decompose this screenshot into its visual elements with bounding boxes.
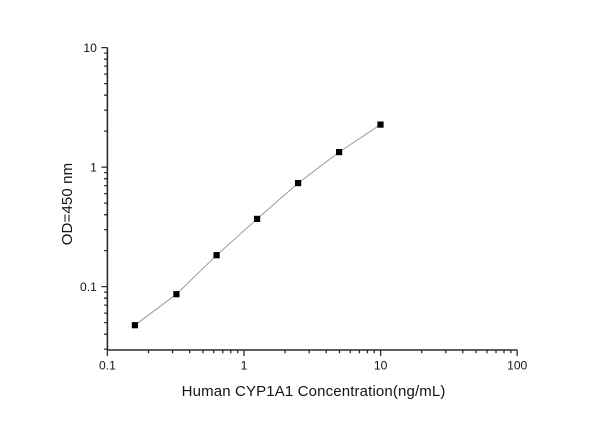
svg-text:1: 1 [90,160,97,174]
svg-text:1: 1 [241,358,248,372]
svg-text:OD=450 nm: OD=450 nm [59,163,76,246]
svg-text:Human CYP1A1 Concentration(ng/: Human CYP1A1 Concentration(ng/mL) [182,383,446,400]
svg-text:0.1: 0.1 [99,358,116,372]
svg-text:0.1: 0.1 [80,280,97,294]
svg-text:10: 10 [374,358,388,372]
svg-text:100: 100 [507,358,527,372]
svg-text:10: 10 [83,41,97,55]
